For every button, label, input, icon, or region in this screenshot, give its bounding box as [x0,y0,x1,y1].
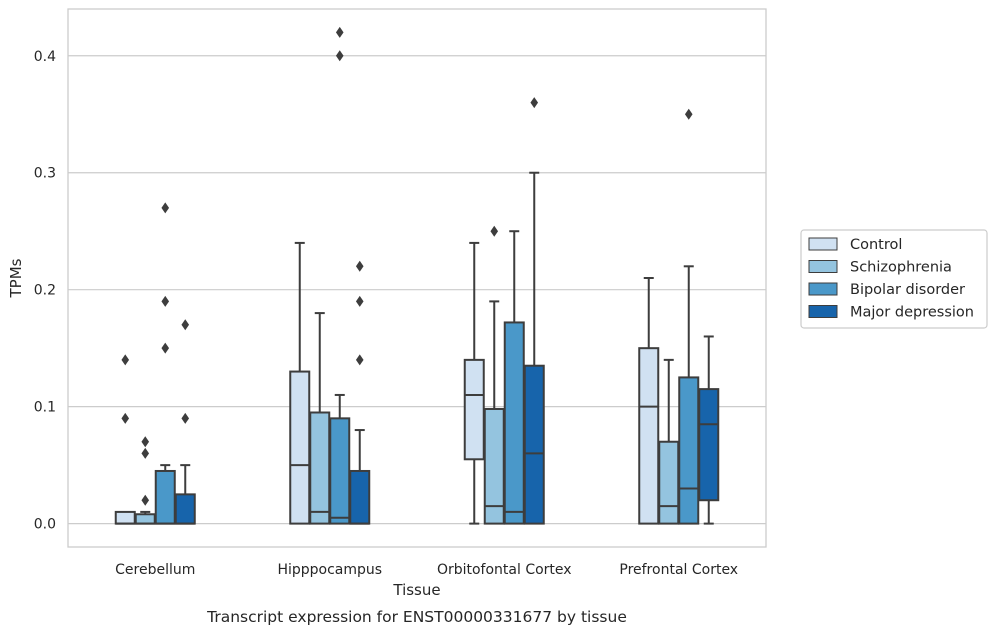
y-tick-label: 0.0 [34,517,56,533]
tissue-group [289,26,371,525]
box-body [309,411,331,525]
outlier-point [141,447,150,459]
y-tick-label: 0.1 [34,400,56,416]
box-control [638,277,660,525]
box-body [463,358,485,461]
box-major-depression [523,97,545,525]
x-tick-label: Orbitofontal Cortex [437,562,572,578]
x-tick-label: Prefrontal Cortex [619,562,738,578]
legend-swatch [808,237,838,251]
box-schizophrenia [658,358,680,525]
box-body [114,510,136,525]
box-body [698,388,720,502]
tissue-group [114,202,196,525]
outlier-point [490,225,499,237]
chart-caption: Transcript expression for ENST0000033167… [206,608,627,626]
box-major-depression [174,319,196,525]
outlier-point [355,354,364,366]
outlier-point [684,108,693,120]
box-body [658,440,680,525]
box-schizophrenia [483,225,505,525]
box-major-depression [698,335,720,525]
x-axis-ticks: Cerebellum Hipppocampus Orbitofontal Corte… [115,562,738,578]
box-bipolar-disorder [678,108,700,525]
tissue-group [638,108,720,525]
outlier-point [141,436,150,448]
y-tick-label: 0.2 [34,283,56,299]
box-body [154,469,176,525]
outlier-point [181,319,190,331]
legend-frame [800,229,988,329]
y-axis-ticks: 0.0 0.1 0.2 0.3 0.4 [34,49,56,533]
outlier-point [355,295,364,307]
legend-swatch [808,305,838,318]
box-major-depression [349,260,371,525]
box-control [289,241,311,525]
outlier-point [161,202,170,214]
box-control [463,241,485,525]
box-body [503,321,525,525]
box-body [678,376,700,525]
tissue-group [463,97,545,525]
box-groups [114,26,720,525]
box-bipolar-disorder [503,230,525,525]
x-tick-label: Hipppocampus [277,562,382,578]
box-body [638,347,660,525]
x-axis-label: Tissue [392,581,440,599]
box-bipolar-disorder [329,26,351,525]
box-body [329,417,351,525]
legend-label: Control [850,237,902,253]
box-bipolar-disorder [154,202,176,525]
box-body [289,370,311,525]
outlier-point [121,354,130,366]
box-body [523,364,545,525]
box-schizophrenia [134,436,156,525]
box-control [114,354,136,525]
outlier-point [161,342,170,354]
box-body [174,493,196,525]
outlier-point [355,260,364,272]
box-body [349,469,371,525]
legend-swatch [808,282,838,296]
legend: Control Schizophrenia Bipolar disorder Majo… [800,229,988,329]
box-body [134,513,156,525]
legend-label: Bipolar disorder [850,282,965,298]
plot-frame [67,8,767,548]
outlier-point [121,412,130,424]
outlier-point [530,97,539,109]
outlier-point [161,295,170,307]
outlier-point [141,494,150,506]
y-axis-label: TPMs [7,258,25,298]
legend-label: Major depression [850,305,974,321]
outlier-point [181,412,190,424]
y-tick-label: 0.4 [34,49,56,65]
outlier-point [335,26,344,38]
legend-label: Schizophrenia [850,260,952,276]
x-tick-label: Cerebellum [115,562,195,578]
box-schizophrenia [309,312,331,525]
outlier-point [335,50,344,62]
y-tick-label: 0.3 [34,166,56,182]
legend-swatch [808,260,838,273]
